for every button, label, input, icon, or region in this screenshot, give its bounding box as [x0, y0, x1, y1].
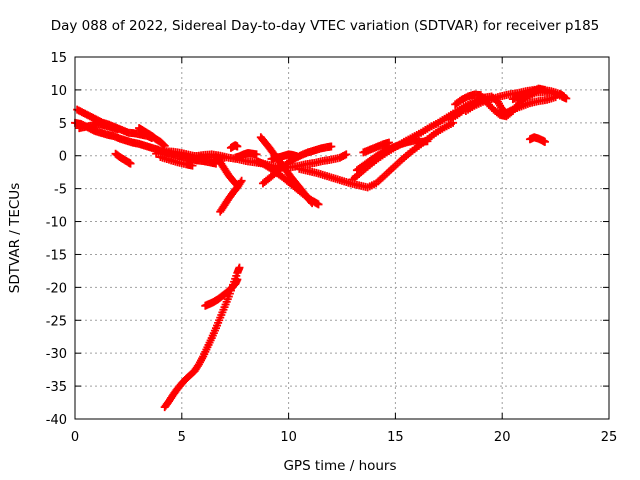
series-track-dip-b	[216, 176, 246, 216]
x-axis-label: GPS time / hours	[283, 458, 396, 474]
data-point	[308, 199, 317, 208]
data-point	[126, 159, 135, 168]
data-point	[236, 178, 245, 187]
y-tick-label: -25	[46, 314, 67, 329]
y-tick-label: 0	[59, 150, 67, 165]
y-tick-label: 5	[59, 117, 67, 132]
y-tick-label: -5	[54, 183, 67, 198]
data-point	[327, 142, 336, 151]
x-tick-label: 10	[280, 430, 297, 445]
series-track-short-d	[231, 149, 261, 162]
data-point	[237, 176, 246, 185]
series-track-short-b	[135, 124, 169, 150]
data-point	[293, 152, 302, 161]
series-track-outlier-upper	[201, 275, 242, 310]
x-axis-ticks: 0 5 10 15 20 25	[71, 57, 617, 445]
data-point	[113, 125, 122, 134]
y-tick-label: -10	[46, 216, 67, 231]
data-point	[233, 142, 242, 151]
data-point	[188, 161, 197, 170]
series-track-early-mid	[75, 120, 122, 134]
x-tick-label: 5	[178, 430, 186, 445]
x-tick-label: 15	[387, 430, 404, 445]
y-tick-label: 10	[50, 84, 67, 99]
data-point	[384, 138, 393, 147]
data-points	[71, 84, 571, 412]
y-tick-label: -15	[46, 248, 67, 263]
series-track-midday-b	[156, 153, 197, 170]
data-point	[342, 150, 351, 159]
data-point	[314, 200, 323, 209]
data-point	[540, 137, 549, 146]
y-tick-label: -35	[46, 380, 67, 395]
series-track-afternoon-a	[295, 118, 458, 192]
data-point	[562, 94, 571, 103]
data-point	[307, 197, 316, 206]
series-track-short-c	[226, 141, 242, 152]
x-tick-label: 25	[601, 430, 618, 445]
y-tick-label: -20	[46, 281, 67, 296]
y-axis-label: SDTVAR / TECUs	[7, 183, 23, 293]
series-track-short-a	[111, 149, 135, 168]
x-tick-label: 0	[71, 430, 79, 445]
y-axis-ticks: 15 10 5 0 -5 -10 -15 -20 -25 -30 -35 -40	[46, 51, 609, 428]
series-track-late-short	[525, 133, 549, 146]
series-track-cross-d	[267, 150, 302, 164]
chart-title: Day 088 of 2022, Sidereal Day-to-day VTE…	[51, 18, 600, 34]
grid	[75, 57, 609, 419]
data-point	[540, 85, 549, 94]
data-point	[159, 140, 168, 149]
y-tick-label: -40	[46, 413, 67, 428]
plot-frame	[74, 56, 610, 420]
data-point	[423, 137, 432, 146]
y-tick-label: 15	[50, 51, 67, 66]
series-track-late-d	[508, 84, 549, 104]
series-track-outlier-long	[160, 263, 244, 412]
series-track-short-e	[359, 138, 393, 157]
data-point	[235, 263, 244, 272]
y-tick-label: -30	[46, 347, 67, 362]
series-track-late-c	[451, 87, 571, 121]
x-tick-label: 20	[494, 430, 511, 445]
